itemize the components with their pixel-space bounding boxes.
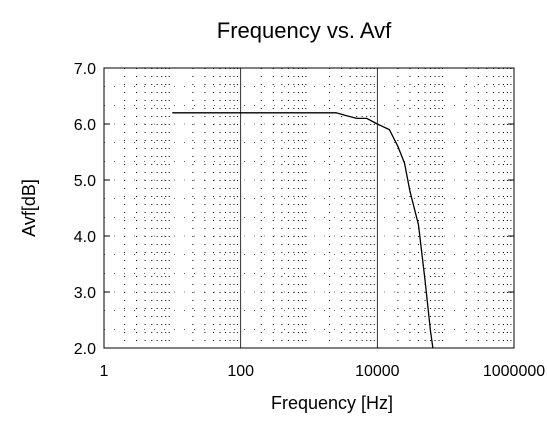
y-tick-label: 4.0 (74, 229, 96, 246)
y-tick-label: 3.0 (74, 285, 96, 302)
y-tick-label: 6.0 (74, 117, 96, 134)
y-tick-label: 7.0 (74, 61, 96, 78)
y-tick-label: 2.0 (74, 341, 96, 358)
x-axis-label: Frequency [Hz] (271, 393, 393, 413)
data-lines (172, 112, 434, 349)
y-tick-label: 5.0 (74, 173, 96, 190)
plot-frame (103, 67, 515, 349)
x-tick-label: 10000 (355, 363, 400, 380)
series-line (172, 112, 434, 349)
x-tick-label: 100 (227, 363, 254, 380)
axis-ticks: 2.0 3.0 4.0 5.0 6.0 7.0 1 100 10000 1000000 (74, 61, 545, 380)
y-axis-label: Avf[dB] (19, 179, 39, 237)
x-tick-label: 1 (100, 363, 109, 380)
grid (104, 68, 514, 348)
x-tick-label: 1000000 (483, 363, 545, 380)
chart-title: Frequency vs. Avf (217, 18, 392, 43)
